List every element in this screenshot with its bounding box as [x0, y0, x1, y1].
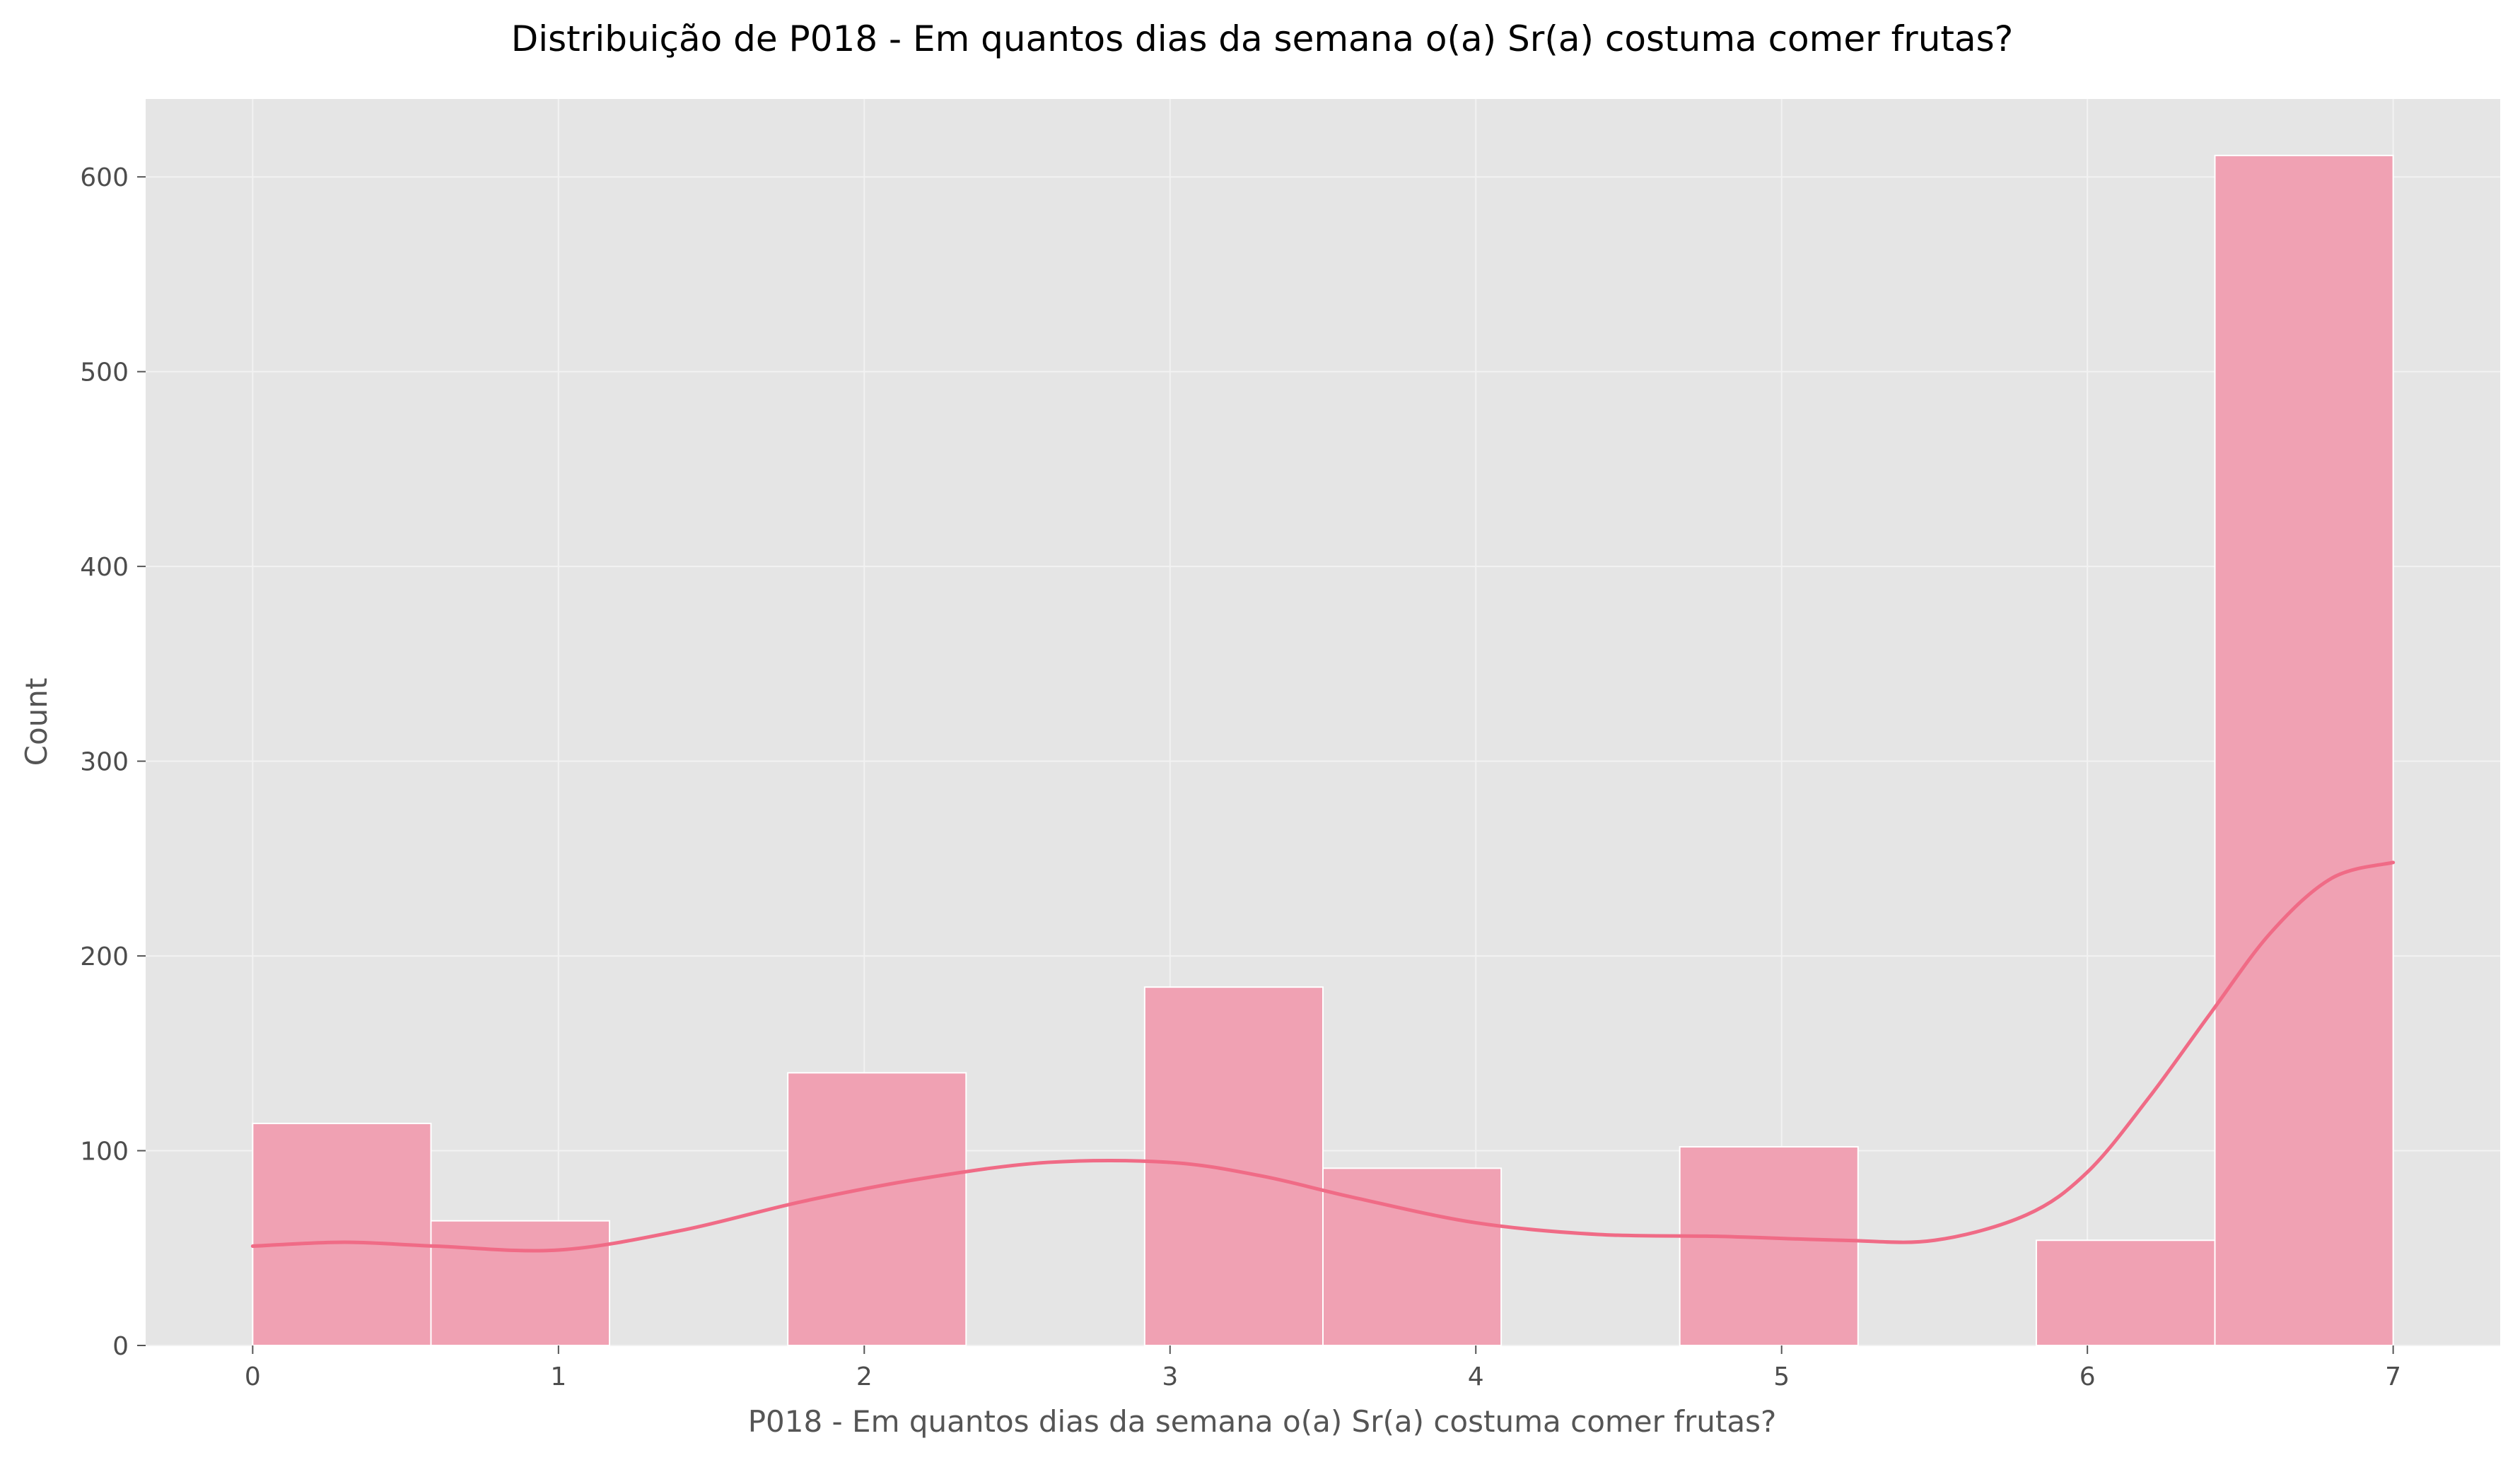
- x-tick-label: 5: [1773, 1362, 1790, 1391]
- x-tick-label: 1: [550, 1362, 566, 1391]
- x-tick-label: 6: [2079, 1362, 2096, 1391]
- x-axis-label: P018 - Em quantos dias da semana o(a) Sr…: [748, 1404, 1777, 1439]
- y-tick-label: 100: [80, 1138, 129, 1167]
- x-tick-label: 2: [856, 1362, 873, 1391]
- x-tick-label: 3: [1162, 1362, 1178, 1391]
- x-tick-label: 7: [2385, 1362, 2401, 1391]
- y-axis-ticks: 0 100 200 300 400 500 600: [80, 163, 146, 1361]
- x-tick-label: 4: [1468, 1362, 1484, 1391]
- histogram-bar: [252, 1122, 432, 1346]
- histogram-bar: [430, 1220, 611, 1346]
- histogram-bar: [1143, 986, 1324, 1346]
- kde-curve: [250, 860, 2396, 1253]
- y-tick-label: 300: [80, 748, 129, 777]
- histogram-bar: [2214, 154, 2394, 1346]
- x-tick-label: 0: [245, 1362, 261, 1391]
- histogram-bar: [1679, 1146, 1859, 1346]
- x-axis-ticks: 0 1 2 3 4 5 6 7: [245, 1345, 2401, 1391]
- y-tick-label: 0: [112, 1332, 129, 1361]
- histogram-bar: [787, 1072, 967, 1346]
- y-tick-label: 600: [80, 163, 129, 192]
- y-axis-label: Count: [19, 678, 54, 766]
- histogram-bars: [252, 154, 2394, 1347]
- y-tick-label: 500: [80, 358, 129, 387]
- y-tick-label: 400: [80, 553, 129, 582]
- histogram-bar: [2035, 1239, 2216, 1346]
- y-tick-label: 200: [80, 942, 129, 971]
- chart-title: Distribuição de P018 - Em quantos dias d…: [511, 18, 2014, 59]
